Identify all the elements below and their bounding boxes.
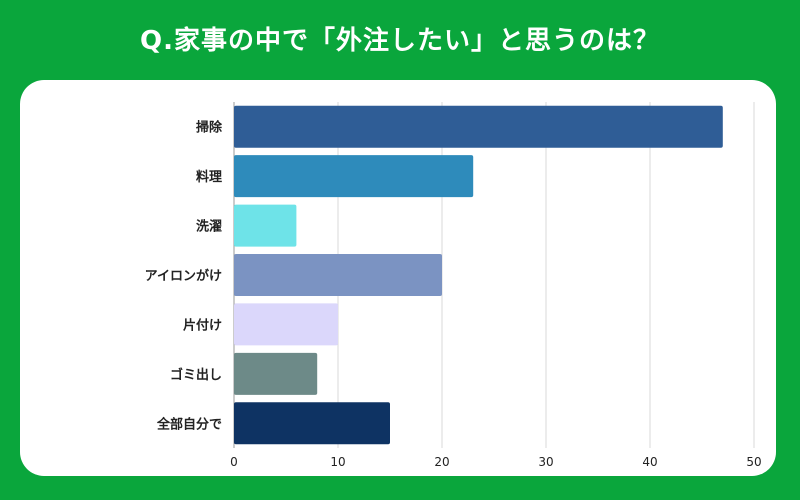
category-label: 洗濯 xyxy=(196,219,222,235)
x-tick-label: 30 xyxy=(538,455,553,469)
category-label: 料理 xyxy=(196,169,222,185)
x-tick-label: 40 xyxy=(642,455,657,469)
category-label: 掃除 xyxy=(196,120,223,136)
bar-3 xyxy=(234,254,442,296)
x-tick-label: 10 xyxy=(330,455,345,469)
bar-4 xyxy=(234,303,338,346)
x-tick-label: 20 xyxy=(434,455,449,469)
category-label: 全部自分で xyxy=(156,416,222,432)
bar-5 xyxy=(234,352,318,395)
chart-card: 掃除料理洗濯アイロンがけ片付けゴミ出し全部自分で 0 10 20 30 40 50 xyxy=(20,80,776,476)
bar-6 xyxy=(234,402,390,445)
x-tick-label: 50 xyxy=(746,455,761,469)
x-tick-label: 0 xyxy=(230,455,238,469)
category-label: 片付け xyxy=(183,317,222,333)
category-label: ゴミ出し xyxy=(170,367,222,383)
bar-0 xyxy=(234,105,723,148)
bar-2 xyxy=(234,204,297,247)
category-label: アイロンがけ xyxy=(145,268,222,284)
chart-title: Q.家事の中で「外注したい」と思うのは？ xyxy=(140,26,660,56)
bar-1 xyxy=(234,155,474,198)
